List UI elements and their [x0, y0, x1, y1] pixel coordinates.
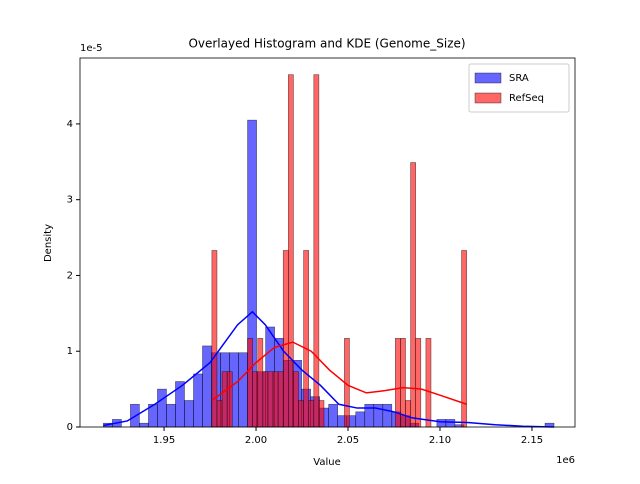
histogram-bar [288, 74, 294, 428]
y-tick-label: 0 [67, 422, 73, 433]
histogram-bar [405, 400, 411, 428]
histogram-bar [298, 400, 304, 428]
x-tick-label: 2.10 [429, 435, 451, 446]
histogram-bar [166, 403, 176, 428]
histogram-bar [436, 419, 447, 428]
histogram-bar [267, 371, 274, 428]
y-tick-label: 3 [67, 195, 73, 206]
histogram-bar [461, 250, 467, 428]
histogram-bar [303, 250, 310, 428]
histogram-bar [425, 338, 432, 428]
histogram-bar [410, 162, 417, 428]
histogram-bar [247, 338, 253, 428]
histogram-bar [202, 345, 212, 428]
histogram-bar [139, 422, 149, 428]
x-tick-label: 1.95 [153, 435, 175, 446]
y-tick-label: 4 [67, 119, 73, 130]
histogram-bar [282, 250, 289, 428]
histogram-bar [318, 400, 325, 428]
plot-frame [79, 57, 576, 428]
histogram-bar [252, 371, 259, 428]
kde-line [211, 341, 467, 405]
legend-box [468, 63, 570, 113]
histogram-bar [382, 403, 393, 428]
histogram-bar [221, 371, 228, 428]
kde-line [103, 310, 555, 428]
chart-title: Overlayed Histogram and KDE (Genome_Size… [188, 37, 465, 51]
histogram-bar [193, 373, 203, 428]
histogram-bar [262, 371, 269, 428]
histogram-bar [226, 371, 233, 428]
y-axis-label: Density [43, 224, 54, 262]
y-offset-label: 1e-5 [80, 43, 103, 54]
x-tick-label: 2.00 [245, 435, 267, 446]
legend-swatch [474, 72, 502, 84]
histogram-bar [308, 400, 315, 428]
y-tick-label: 2 [67, 270, 73, 281]
histogram-bar [184, 400, 194, 428]
x-tick-label: 2.15 [521, 435, 543, 446]
histogram-bar [257, 338, 264, 428]
histogram-bar [328, 403, 339, 428]
histogram-bar [238, 352, 248, 428]
x-offset-label: 1e6 [556, 455, 575, 466]
histogram-bar [272, 371, 279, 428]
legend-label: RefSeq [509, 93, 544, 104]
histogram-bar [293, 371, 299, 428]
histogram-bar [313, 74, 320, 428]
legend: SRA RefSeq [468, 63, 570, 113]
histogram-bar [355, 411, 366, 428]
y-tick-label: 1 [67, 346, 73, 357]
legend-label: SRA [509, 73, 529, 84]
histogram-bar [445, 419, 456, 428]
histogram-bar [216, 400, 223, 428]
legend-swatch [474, 92, 502, 104]
histogram-bar [415, 338, 422, 428]
histogram-bar [157, 388, 167, 428]
x-axis-label: Value [313, 457, 340, 468]
histogram-bar [277, 371, 284, 428]
x-tick-label: 2.05 [337, 435, 359, 446]
